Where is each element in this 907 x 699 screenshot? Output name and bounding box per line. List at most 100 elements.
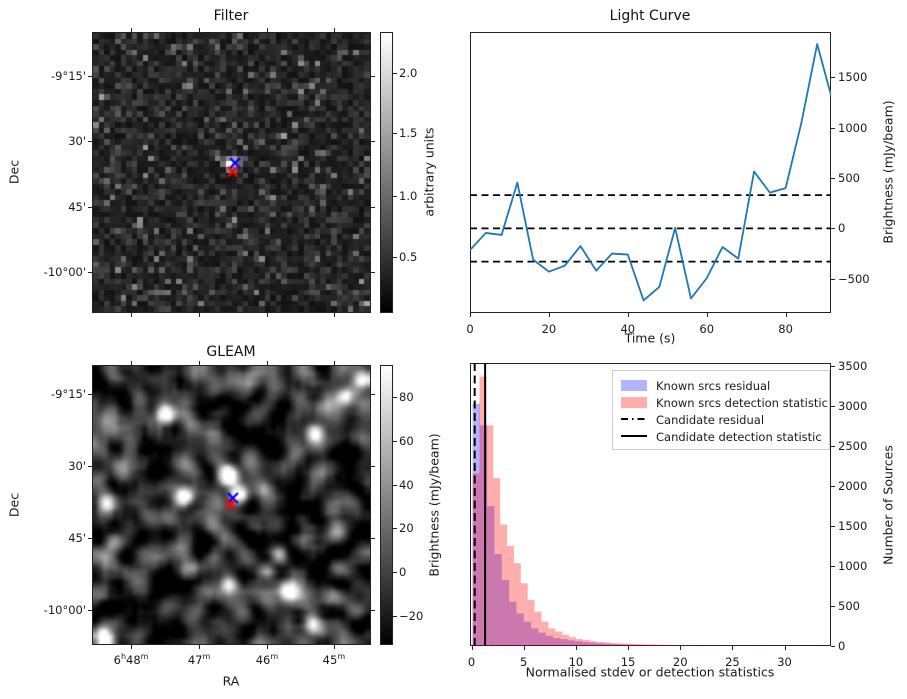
hist-bar-detection [589,641,597,646]
filter-title: Filter [213,8,249,24]
hist-bar-detection [582,640,590,646]
filter-colorbar-label: arbitrary units [421,127,437,217]
histogram-x-tick-label: 30 [777,655,792,669]
light-curve-x-tick [627,313,629,317]
histogram-x-tick [680,646,682,650]
hist-bar-detection [596,642,604,646]
hist-bar-detection [541,621,549,646]
y-tick-left [88,141,92,143]
x-tick-top [333,361,335,365]
x-tick-bottom [199,645,201,649]
histogram-y-tick-label: 2500 [838,439,868,454]
light-curve-x-tick-label: 80 [778,322,793,336]
hist-bar-residual [538,632,546,646]
histogram-x-tick-label: 0 [467,655,476,669]
hist-bar-detection [555,631,563,646]
filter-colorbar-tick [393,133,397,134]
hist-bar-residual [618,644,626,646]
filter-dec-tick-label: -10°00' [43,264,86,279]
light-curve-y-tick [831,127,835,129]
hist-bar-residual [545,635,553,646]
filter-colorbar-tick-label: 1.0 [399,189,418,203]
filter-colorbar-tick-label: 2.0 [399,66,418,80]
x-tick-bottom [266,313,268,317]
x-tick-top [266,28,268,32]
hist-bar-detection [493,478,501,646]
histogram-y-tick-label: 1000 [838,559,868,574]
hist-bar-residual [596,643,605,646]
y-tick-left [88,271,92,273]
histogram-y-tick [831,526,835,528]
gleam-colorbar-tick [393,616,397,617]
hist-bar-detection [575,638,583,646]
gleam-heatmap-panel [92,365,371,645]
y-tick-left [88,466,92,468]
light-curve-y-tick [831,278,835,280]
filter-ylabel: Dec [6,159,22,185]
legend-line-dashed [621,410,647,429]
light-curve-x-tick-label: 0 [466,322,474,336]
x-tick-bottom [131,313,133,317]
light-curve-y-tick-label: 1000 [838,120,868,135]
hist-bar-residual [604,643,612,646]
gleam-ra-tick-label: 46m [255,652,279,667]
gleam-colorbar-tick [393,441,397,442]
light-curve-y-tick-label: 500 [838,171,860,186]
hist-bar-detection [479,376,487,646]
histogram-x-tick [471,646,473,650]
filter-colorbar-tick [393,196,397,197]
histogram-ylabel: Number of Sources [880,445,896,565]
x-tick-bottom [266,645,268,649]
x-tick-top [199,361,201,365]
hist-bar-detection [699,645,707,646]
histogram-y-tick [831,366,835,368]
legend-label: Candidate residual [656,412,765,427]
y-tick-right [371,141,375,143]
y-tick-left [88,207,92,209]
histogram-y-tick [831,566,835,568]
hist-bar-detection [527,600,535,646]
hist-bar-residual [516,613,524,646]
hist-bar-detection [548,628,556,646]
legend-label: Candidate detection statistic [656,429,822,444]
hist-bar-detection [500,524,508,646]
histogram-x-tick [575,646,577,650]
gleam-colorbar-tick-label: 80 [399,390,414,404]
hist-bar-residual [625,644,634,646]
light-curve-y-tick [831,228,835,230]
histogram-y-tick-label: 0 [838,639,846,653]
hist-bar-residual [472,403,480,646]
gleam-dec-tick-label: -10°00' [43,603,86,617]
histogram-y-tick-label: 1500 [838,519,868,534]
hist-bar-residual [567,640,575,646]
histogram-y-tick [831,406,835,408]
gleam-colorbar-tick [393,397,397,398]
gleam-colorbar-tick [393,485,397,486]
gleam-heatmap-canvas [93,366,370,644]
hist-bar-detection [617,643,625,646]
x-tick-bottom [333,645,335,649]
gleam-colorbar-tick-label: 20 [399,521,414,535]
hist-bar-detection [562,634,570,646]
hist-bar-residual [487,506,495,646]
light-curve-y-tick-label: −500 [838,271,870,286]
hist-bar-residual [640,645,648,646]
hist-bar-residual [494,554,502,646]
x-tick-bottom [199,313,201,317]
hist-bar-detection [603,642,611,646]
y-tick-right [371,394,375,396]
filter-colorbar [380,32,393,313]
legend-row: Candidate detection statistic [621,427,822,446]
gleam-ra-tick-label: 6h48m [113,652,149,667]
y-tick-left [88,394,92,396]
histogram-plot [472,363,817,646]
histogram-x-tick-label: 15 [620,655,636,669]
gleam-colorbar [380,365,393,645]
legend-line-solid [621,427,647,446]
hist-bar-residual [501,580,510,646]
y-tick-right [371,538,375,540]
light-curve-title: Light Curve [609,8,691,24]
hist-bar-residual [655,645,663,646]
filter-heatmap-canvas [93,33,370,312]
